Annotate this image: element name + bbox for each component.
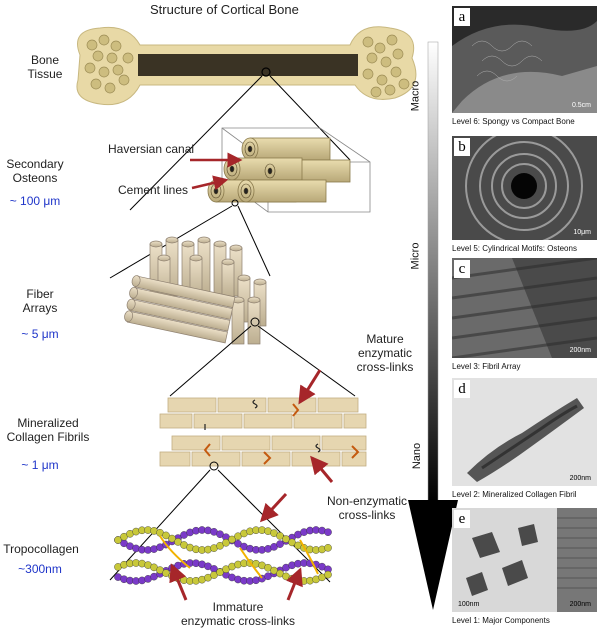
tropocollagen-bead	[282, 535, 290, 543]
tropocollagen-bead	[324, 570, 332, 579]
tropocollagen-bead	[216, 568, 224, 576]
micrograph-d: d 200nm	[452, 378, 597, 486]
osteon-block	[190, 127, 371, 213]
micrograph-e-image	[466, 508, 597, 612]
tropocollagen-bead	[162, 531, 170, 540]
level-size-fibrils: ~ 1 μm	[21, 458, 59, 472]
micrograph-d-image	[467, 398, 584, 482]
caption-a: Level 6: Spongy vs Compact Bone	[452, 117, 575, 126]
tropocollagen-bead	[270, 566, 278, 575]
caption-b: Level 5: Cylindrical Motifs: Osteons	[452, 244, 577, 253]
callout-immature-crosslinks: Immature enzymatic cross-links	[180, 600, 296, 628]
long-bone	[76, 26, 417, 106]
panel-scale-e2: 200nm	[569, 601, 591, 608]
tropocollagen-bead	[216, 530, 224, 539]
level-size-fibers: ~ 5 μm	[21, 327, 59, 341]
micrograph-a-image	[452, 21, 597, 113]
diagram-title: Structure of Cortical Bone	[150, 2, 299, 17]
fibril-bricks	[159, 369, 367, 483]
scale-label-macro: Macro	[409, 80, 422, 112]
panel-scale-b: 10μm	[573, 229, 591, 236]
tropocollagen-bead	[324, 528, 332, 536]
panel-letter-d: d	[454, 380, 470, 398]
micrograph-c-image	[452, 258, 597, 358]
level-size-osteons: ~ 100 μm	[9, 194, 61, 208]
scale-label-nano: Nano	[411, 442, 424, 470]
panel-letter-c: c	[454, 260, 470, 278]
callout-cement-lines: Cement lines	[118, 183, 189, 197]
level-label-bone-tissue: Bone Tissue	[27, 53, 63, 81]
caption-e: Level 1: Major Components	[452, 616, 550, 625]
fiber-array	[124, 236, 267, 345]
level-size-tropocollagen: ~300nm	[18, 562, 62, 576]
crosslink	[159, 535, 191, 569]
micrograph-e: e 100nm 200nm	[452, 508, 597, 612]
micrograph-b-image	[465, 136, 583, 240]
panel-scale-d: 200nm	[569, 475, 591, 482]
crosslink	[239, 547, 263, 579]
micrograph-c: c 200nm	[452, 258, 597, 358]
tropocollagen-bead	[156, 566, 164, 574]
panel-scale-a: 0.5cm	[571, 102, 591, 109]
level-label-secondary-osteons: Secondary Osteons	[6, 157, 64, 185]
micrograph-b: b 10μm	[452, 136, 597, 240]
scale-label-micro: Micro	[409, 242, 422, 270]
tropocollagen-bead	[276, 532, 284, 540]
panel-letter-a: a	[454, 8, 470, 26]
panel-scale-c: 200nm	[569, 347, 591, 354]
panel-letter-b: b	[454, 138, 470, 156]
caption-c: Level 3: Fibril Array	[452, 362, 521, 371]
tropocollagen-bead	[222, 538, 230, 547]
tropocollagen-bead	[324, 544, 332, 552]
level-label-fiber-arrays: Fiber Arrays	[22, 287, 58, 315]
tropocollagen-bead	[276, 540, 284, 548]
tropocollagen-bead	[288, 538, 296, 547]
level-label-mineralized-fibrils: Mineralized Collagen Fibrils	[6, 416, 90, 444]
tropocollagen-bead	[216, 541, 224, 550]
panel-scale-e: 100nm	[458, 601, 480, 608]
scale-arrow	[408, 41, 458, 610]
panel-letter-e: e	[454, 510, 470, 528]
callout-mature-crosslinks: Mature enzymatic cross-links	[356, 332, 414, 374]
tropocollagen-bead	[228, 535, 236, 544]
micrograph-a: a 0.5cm	[452, 6, 597, 113]
tropocollagen-bead	[114, 536, 122, 544]
callout-haversian-canal: Haversian canal	[108, 142, 195, 156]
tropocollagen-bead	[168, 534, 176, 543]
level-label-tropocollagen: Tropocollagen	[3, 542, 79, 556]
callout-non-enzymatic: Non-enzymatic cross-links	[326, 494, 408, 522]
crosslink	[299, 539, 319, 575]
tropocollagen-bead	[174, 538, 182, 546]
caption-d: Level 2: Mineralized Collagen Fibril	[452, 490, 577, 499]
